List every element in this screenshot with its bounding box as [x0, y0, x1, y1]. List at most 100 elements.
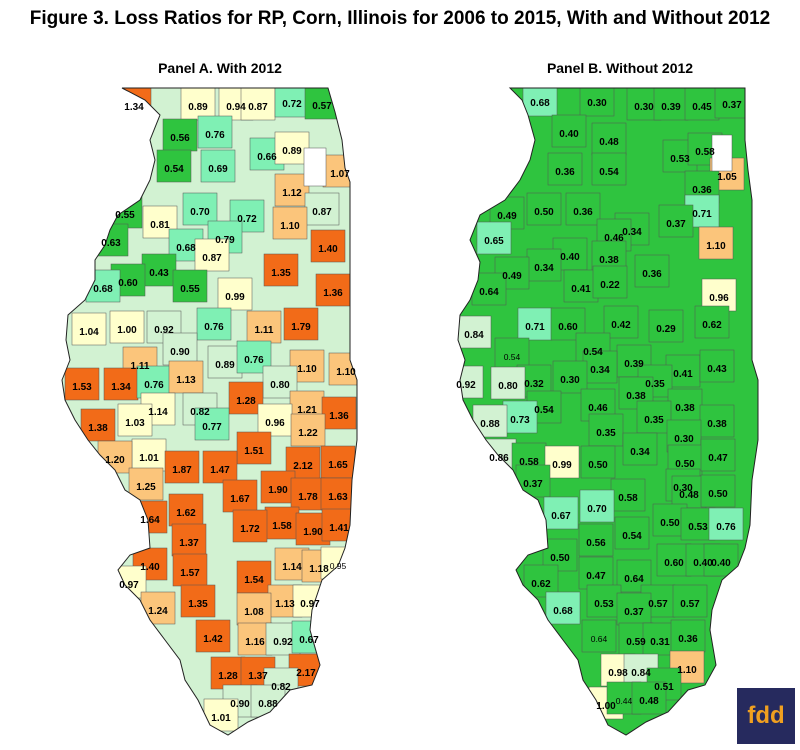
- county-cell: [591, 122, 627, 156]
- county-cell: [544, 445, 580, 479]
- county-cell: [207, 345, 243, 379]
- county-loss-ratio: 1.22: [298, 428, 318, 439]
- county-cell: [196, 307, 232, 341]
- county-loss-ratio: 0.86: [489, 453, 509, 464]
- county-loss-ratio: 1.21: [297, 405, 317, 416]
- county-loss-ratio: 0.68: [93, 284, 113, 295]
- county-cell: [272, 206, 308, 240]
- county-cell: [694, 305, 730, 339]
- county-loss-ratio: 0.34: [534, 263, 554, 274]
- panel-a-county-cells: [62, 88, 357, 735]
- county-loss-ratio: 1.72: [240, 524, 260, 535]
- county-loss-ratio: 0.30: [673, 483, 693, 494]
- county-loss-ratio: 0.62: [702, 320, 722, 331]
- county-loss-ratio: 0.87: [312, 207, 332, 218]
- no-data-county: [711, 134, 733, 172]
- county-cell: [631, 681, 667, 715]
- county-loss-ratio: 1.00: [596, 701, 616, 712]
- county-cell: [263, 253, 299, 287]
- county-loss-ratio: 2.12: [293, 461, 313, 472]
- county-loss-ratio: 0.98: [608, 668, 628, 679]
- county-cell: [526, 248, 562, 282]
- county-loss-ratio: 1.63: [328, 492, 348, 503]
- county-loss-ratio: 0.71: [525, 322, 545, 333]
- county-loss-ratio: 0.57: [680, 599, 700, 610]
- county-loss-ratio: 1.90: [303, 527, 323, 538]
- county-cell: [136, 365, 172, 399]
- county-cell: [522, 88, 558, 117]
- county-loss-ratio: 1.14: [282, 562, 302, 573]
- county-loss-ratio: 1.10: [297, 364, 317, 375]
- county-cell: [290, 413, 326, 447]
- county-loss-ratio: 0.53: [594, 599, 614, 610]
- county-cell: [320, 445, 356, 479]
- county-cell: [701, 278, 737, 312]
- county-loss-ratio: 0.62: [531, 579, 551, 590]
- county-loss-ratio: 0.57: [648, 599, 668, 610]
- county-cell: [616, 592, 652, 626]
- county-loss-ratio: 0.36: [573, 207, 593, 218]
- panel-a-map: 1.34 0.89 0.94 0.87 0.72 0.570.56 0.760.660.89…: [61, 87, 358, 736]
- county-cell: [310, 229, 346, 263]
- county-loss-ratio: 0.55: [115, 210, 135, 221]
- county-cell: [162, 118, 198, 152]
- county-loss-ratio: 1.51: [244, 446, 264, 457]
- county-cell: [217, 277, 253, 311]
- county-cell: [700, 474, 736, 508]
- county-cell: [172, 553, 208, 587]
- county-loss-ratio: 0.56: [170, 133, 190, 144]
- panel-a-title: Panel A. With 2012: [158, 60, 282, 76]
- fdd-logo: fdd: [737, 688, 795, 744]
- county-loss-ratio: 0.40: [693, 558, 713, 569]
- county-loss-ratio: 1.07: [330, 169, 350, 180]
- county-loss-ratio: 0.90: [230, 699, 250, 710]
- county-cell: [698, 226, 734, 260]
- county-cell: [578, 523, 614, 557]
- panel-a-state-outline: [61, 87, 358, 736]
- county-cell: [274, 173, 310, 207]
- county-cell: [164, 450, 200, 484]
- county-cell: [117, 403, 153, 437]
- county-loss-ratio: 1.35: [188, 599, 208, 610]
- county-loss-ratio: 0.41: [571, 284, 591, 295]
- county-loss-ratio: 0.36: [642, 269, 662, 280]
- county-cell: [582, 350, 618, 384]
- county-loss-ratio: 0.48: [679, 490, 699, 501]
- county-loss-ratio: 0.58: [519, 457, 539, 468]
- county-loss-ratio: 0.54: [504, 352, 521, 362]
- county-loss-ratio: 1.57: [180, 568, 200, 579]
- county-loss-ratio: 1.13: [176, 375, 196, 386]
- county-cell: [526, 192, 562, 226]
- county-loss-ratio: 1.37: [179, 538, 199, 549]
- county-loss-ratio: 1.05: [717, 172, 737, 183]
- county-cell: [592, 265, 628, 299]
- county-cell: [228, 381, 264, 415]
- county-loss-ratio: 0.92: [456, 380, 476, 391]
- county-cell: [229, 199, 265, 233]
- county-cell: [246, 310, 282, 344]
- county-cell: [714, 88, 750, 119]
- county-cell: [274, 131, 310, 165]
- county-cell: [264, 506, 300, 540]
- county-cell: [667, 388, 703, 422]
- county-cell: [222, 479, 258, 513]
- county-loss-ratio: 0.89: [188, 102, 208, 113]
- county-cell: [476, 221, 512, 255]
- county-loss-ratio: 0.41: [673, 369, 693, 380]
- county-loss-ratio: 1.90: [268, 485, 288, 496]
- county-cell: [656, 543, 692, 577]
- county-cell: [71, 312, 107, 346]
- county-cell: [240, 88, 276, 121]
- county-loss-ratio: 0.79: [215, 235, 235, 246]
- county-loss-ratio: 0.64: [624, 574, 644, 585]
- panel-b-county-labels: 0.68 0.30 0.30 0.39 0.45 0.37 0.40 0.48 0.53 0.58…: [456, 98, 742, 712]
- county-cell: [142, 205, 178, 239]
- county-loss-ratio: 0.96: [709, 293, 729, 304]
- county-loss-ratio: 0.70: [190, 207, 210, 218]
- county-loss-ratio: 0.67: [299, 635, 319, 646]
- county-loss-ratio: 0.50: [660, 518, 680, 529]
- county-cell: [194, 238, 230, 272]
- county-cell: [517, 307, 553, 341]
- county-cell: [202, 450, 238, 484]
- county-loss-ratio: 0.30: [587, 98, 607, 109]
